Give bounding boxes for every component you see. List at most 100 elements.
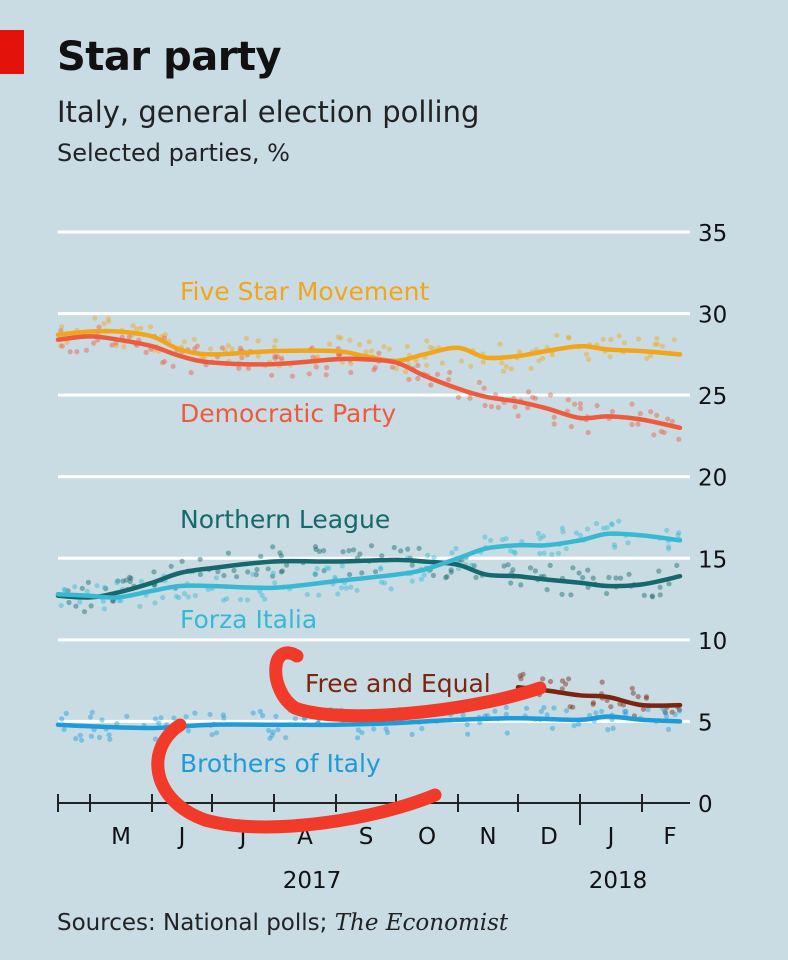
poll-dot	[389, 364, 396, 370]
poll-dot	[645, 707, 651, 713]
poll-dot	[666, 546, 672, 552]
poll-dot	[372, 365, 378, 371]
poll-dot	[449, 550, 455, 556]
poll-dot	[415, 362, 421, 368]
poll-dot	[243, 335, 249, 341]
poll-dot	[181, 339, 187, 345]
poll-dot	[648, 353, 654, 359]
poll-dot	[192, 710, 198, 716]
poll-dot	[611, 542, 617, 548]
x-tick-label: J	[606, 824, 615, 850]
poll-dot	[630, 690, 636, 696]
poll-dot	[61, 726, 67, 733]
poll-dot	[279, 568, 285, 574]
poll-dot	[185, 594, 191, 600]
poll-dot	[126, 334, 132, 340]
poll-dot	[547, 678, 554, 685]
poll-dot	[176, 595, 182, 601]
poll-dot	[419, 725, 425, 732]
poll-dot	[448, 569, 454, 575]
poll-dot	[321, 548, 327, 554]
poll-dot	[431, 554, 437, 561]
poll-dot	[152, 716, 158, 722]
poll-dot	[669, 418, 675, 424]
poll-dot	[444, 574, 450, 580]
series-line-forza-italia	[55, 531, 683, 600]
poll-dot	[609, 522, 615, 528]
poll-dot	[512, 550, 518, 556]
poll-dot	[568, 592, 574, 598]
poll-dot	[316, 548, 322, 555]
poll-dot	[600, 336, 606, 342]
poll-dot	[580, 575, 586, 581]
poll-dot	[59, 716, 65, 722]
poll-dot	[409, 578, 415, 584]
poll-dot	[559, 525, 566, 531]
poll-dot	[604, 590, 610, 597]
poll-dot	[357, 551, 363, 557]
poll-dot	[528, 365, 534, 371]
poll-dot	[250, 710, 256, 716]
poll-dot	[669, 709, 675, 715]
poll-dot	[87, 714, 93, 720]
poll-dot	[58, 328, 64, 334]
poll-dot	[424, 338, 430, 344]
poll-dot	[599, 708, 605, 714]
poll-dot	[312, 544, 319, 550]
poll-dot	[143, 349, 149, 355]
poll-dot	[500, 368, 506, 374]
poll-dot	[257, 708, 263, 715]
poll-dot	[105, 316, 111, 322]
poll-dot	[355, 735, 361, 741]
poll-dot	[81, 609, 88, 615]
poll-dot	[424, 362, 430, 368]
poll-dot	[209, 732, 215, 738]
poll-dot	[649, 594, 656, 600]
poll-dot	[134, 326, 140, 332]
poll-dot	[127, 574, 133, 581]
poll-dot	[601, 525, 607, 531]
poll-dot	[96, 324, 102, 330]
poll-dot	[376, 350, 382, 356]
poll-dot	[641, 592, 647, 599]
series-lines	[55, 328, 683, 731]
y-tick-label: 25	[698, 384, 727, 410]
poll-dot	[289, 373, 296, 379]
x-tick-label: F	[663, 824, 676, 850]
poll-dot	[518, 676, 524, 682]
poll-dot	[501, 563, 507, 569]
poll-dot	[510, 567, 516, 573]
poll-dot	[323, 372, 329, 378]
poll-dot	[447, 369, 453, 375]
poll-dot	[503, 711, 509, 718]
poll-dot	[335, 591, 341, 597]
poll-dot	[527, 565, 534, 571]
poll-dot	[585, 567, 591, 573]
source-note: Sources: National polls; The Economist	[57, 910, 508, 936]
poll-dot	[416, 545, 422, 551]
poll-dot	[503, 704, 509, 711]
poll-dot	[570, 704, 576, 710]
poll-dot	[635, 421, 641, 427]
poll-dot	[504, 730, 510, 736]
poll-dot	[635, 694, 641, 700]
poll-dot	[559, 591, 565, 597]
poll-dot	[208, 346, 214, 352]
poll-dot	[348, 361, 354, 367]
poll-dot	[465, 731, 471, 737]
poll-dot	[508, 366, 514, 372]
poll-dot	[260, 712, 266, 719]
poll-dot	[549, 725, 556, 731]
poll-dot	[482, 402, 488, 409]
poll-dot	[518, 582, 524, 588]
poll-dot	[151, 569, 157, 575]
poll-dot	[593, 520, 600, 527]
poll-dot	[565, 397, 571, 403]
poll-dot	[567, 704, 573, 710]
chart-title: Star party	[57, 34, 282, 80]
poll-dot	[128, 575, 134, 581]
poll-dot	[648, 409, 654, 415]
poll-dot	[77, 599, 83, 605]
poll-dot	[273, 713, 279, 720]
poll-dot	[467, 395, 473, 401]
